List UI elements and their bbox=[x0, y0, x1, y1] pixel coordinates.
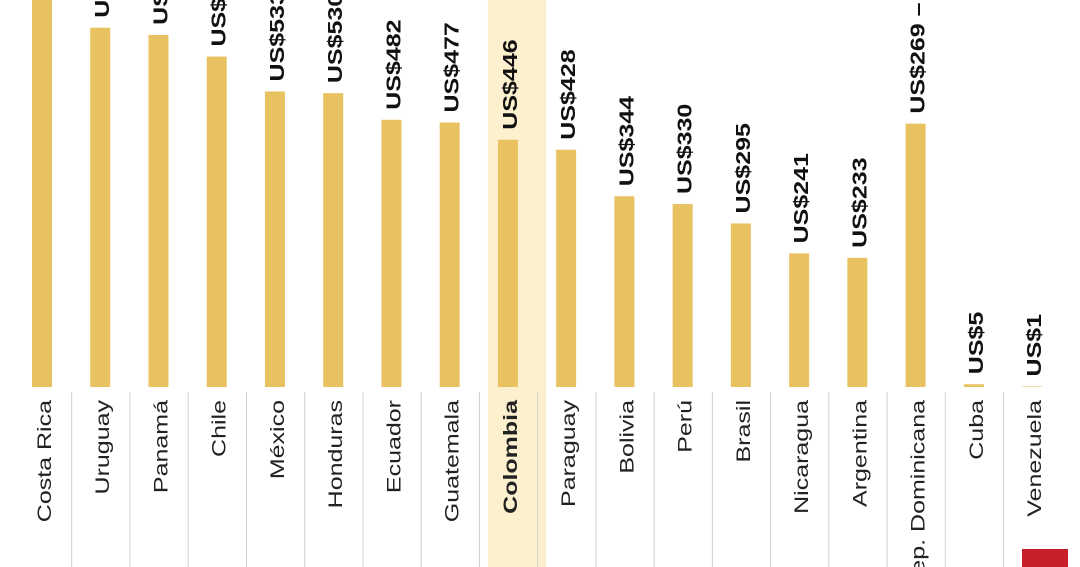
data-label: US$295 bbox=[731, 123, 754, 214]
x-tick-label: Paraguay bbox=[558, 399, 580, 507]
logo bbox=[1022, 549, 1068, 567]
x-tick-label: Ecuador bbox=[383, 399, 405, 493]
data-label: US$596 bbox=[207, 0, 230, 47]
data-label: US$533 bbox=[265, 0, 288, 81]
bar bbox=[323, 93, 344, 388]
bar bbox=[556, 149, 577, 387]
x-tick-label: Colombia bbox=[500, 399, 522, 513]
bar bbox=[614, 196, 635, 387]
data-label: US$1 bbox=[1022, 314, 1045, 377]
bar bbox=[672, 204, 693, 387]
bar bbox=[789, 253, 810, 387]
data-label: US$648 bbox=[90, 0, 113, 18]
x-tick-label: Costa Rica bbox=[34, 399, 56, 522]
x-tick-label: Chile bbox=[208, 400, 230, 457]
x-tick-label: Cuba bbox=[965, 399, 987, 459]
bar bbox=[963, 384, 984, 387]
bar bbox=[148, 34, 169, 387]
bar bbox=[497, 139, 518, 387]
x-tick-label: Rep. Dominicana bbox=[907, 399, 929, 567]
x-tick-label: Argentina bbox=[849, 399, 871, 507]
bar bbox=[90, 27, 111, 387]
data-label: US$635 bbox=[149, 0, 172, 25]
data-label: US$344 bbox=[615, 96, 638, 187]
data-label: US$5 bbox=[964, 311, 987, 374]
data-label: US$269 – US$475 bbox=[906, 0, 929, 114]
data-label: US$233 bbox=[848, 157, 871, 247]
data-label: US$330 bbox=[673, 104, 696, 194]
data-label: US$241 bbox=[789, 153, 812, 244]
x-tick-label: Bolivia bbox=[616, 399, 638, 473]
bar bbox=[206, 56, 227, 387]
data-label: US$530 bbox=[323, 0, 346, 83]
x-tick-label: Honduras bbox=[325, 400, 347, 508]
x-tick-label: Brasil bbox=[732, 400, 754, 462]
bar bbox=[1022, 386, 1043, 387]
x-tick-label: Nicaragua bbox=[791, 399, 813, 513]
data-label: US$477 bbox=[440, 22, 463, 112]
data-label: US$428 bbox=[556, 49, 579, 140]
x-tick-label: Guatemala bbox=[441, 399, 463, 522]
data-label: US$482 bbox=[382, 19, 405, 109]
bar bbox=[32, 0, 52, 387]
bar bbox=[847, 257, 868, 387]
data-label: US$446 bbox=[498, 39, 521, 129]
x-tick-label: Venezuela bbox=[1024, 399, 1046, 516]
x-tick-label: Panamá bbox=[150, 399, 172, 493]
x-tick-label: Uruguay bbox=[92, 399, 114, 494]
bar bbox=[381, 119, 402, 388]
bar bbox=[730, 223, 751, 387]
x-tick-label: Perú bbox=[674, 400, 696, 453]
bar bbox=[905, 123, 926, 387]
x-tick-label: México bbox=[267, 400, 289, 479]
bar bbox=[264, 91, 285, 387]
bar bbox=[439, 122, 460, 387]
